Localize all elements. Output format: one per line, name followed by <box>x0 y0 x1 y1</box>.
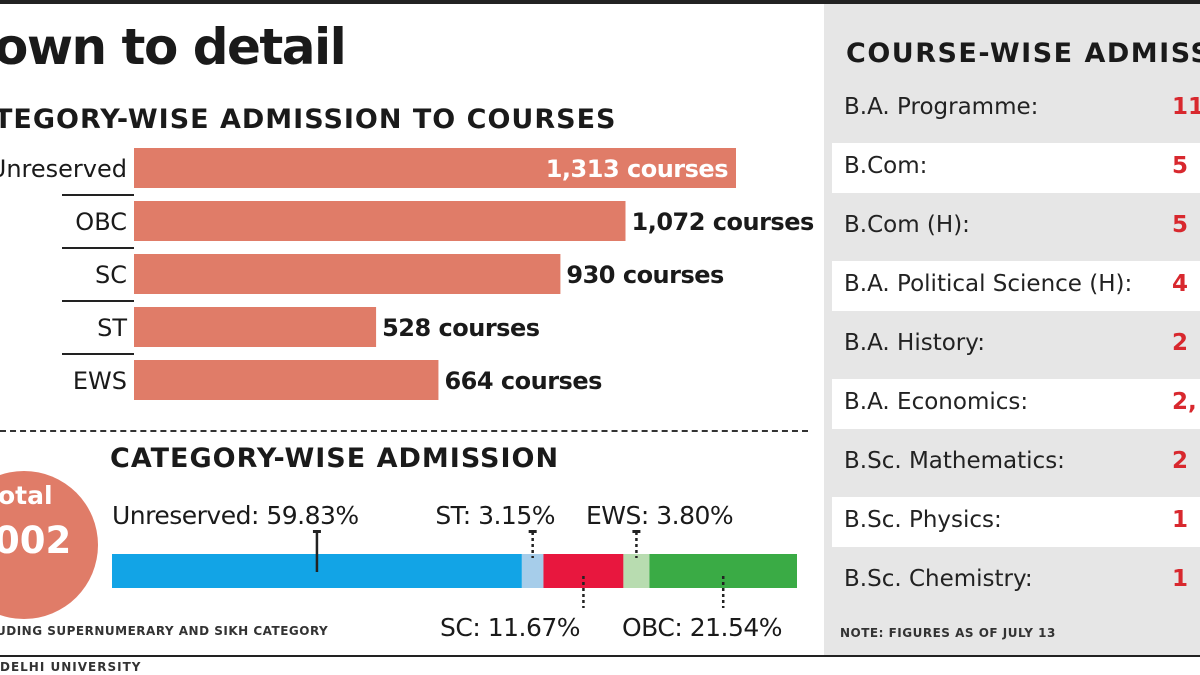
course-row: B.A. Political Science (H): 4 <box>832 261 1200 311</box>
bar-value-label: 1,313 courses <box>546 155 728 183</box>
course-row: B.Sc. Mathematics: 2 <box>832 438 1200 488</box>
course-name: B.Sc. Mathematics: <box>844 448 1065 474</box>
bar-value-label: 664 courses <box>444 367 602 395</box>
bar-value-label: 930 courses <box>566 261 724 289</box>
bar-category-label: ST <box>97 314 127 342</box>
source-credit: DELHI UNIVERSITY <box>0 660 142 674</box>
course-panel: COURSE-WISE ADMISSIO B.A. Programme:11B.… <box>824 4 1200 655</box>
total-badge: otal 002 <box>0 471 98 619</box>
bar-value-label: 528 courses <box>382 314 540 342</box>
course-row: B.A. Economics: 2, <box>832 379 1200 429</box>
total-value: 002 <box>0 519 72 562</box>
stack-segment <box>521 554 544 588</box>
course-row: B.A. Programme: 11 <box>832 84 1200 134</box>
stacked-bar-chart: Unreserved: 59.83% ST: 3.15% SC: 11.67% EWS… <box>112 501 797 642</box>
course-value: 2 <box>1172 448 1189 474</box>
bar-category-label: Unreserved <box>0 155 127 183</box>
course-row: B.Com: 5 <box>832 143 1200 193</box>
bar <box>134 148 736 188</box>
course-value: 2, <box>1172 389 1197 415</box>
course-row: B.Sc. Chemistry: 1 <box>832 556 1200 606</box>
footnote: UDING SUPERNUMERARY AND SIKH CATEGORY <box>0 624 329 638</box>
bottom-rule <box>0 655 1200 657</box>
bar-category-label: SC <box>95 261 127 289</box>
leader-tick <box>312 530 321 533</box>
course-row: B.Com (H): 5 <box>832 202 1200 252</box>
page-title: own to detail <box>0 18 347 76</box>
course-row: B.A. History: 2 <box>832 320 1200 370</box>
course-name: B.Sc. Chemistry: <box>844 566 1033 592</box>
leader-tick <box>528 530 537 533</box>
section-divider <box>0 430 808 432</box>
course-value: 5 <box>1172 153 1189 179</box>
bar <box>134 201 626 241</box>
total-label: otal <box>0 481 53 510</box>
segment-label: SC: 11.67% <box>440 613 580 642</box>
bar-chart: Unreserved 1,313 courses OBC 1,072 courses S… <box>0 148 814 400</box>
course-name: B.Sc. Physics: <box>844 507 1002 533</box>
top-rule <box>0 0 1200 4</box>
segment-label: EWS: 3.80% <box>586 501 733 530</box>
bar-category-label: EWS <box>73 367 127 395</box>
bar-value-label: 1,072 courses <box>632 208 814 236</box>
bar-category-label: OBC <box>75 208 127 236</box>
course-row: B.Sc. Physics: 1 <box>832 497 1200 547</box>
course-value: 4 <box>1172 271 1189 297</box>
course-value: 5 <box>1172 212 1189 238</box>
stack-segment <box>623 554 650 588</box>
stacked-chart-title: CATEGORY-WISE ADMISSION <box>110 443 560 474</box>
course-value: 2 <box>1172 330 1189 356</box>
course-name: B.A. Programme: <box>844 94 1039 120</box>
bar-chart-title: TEGORY-WISE ADMISSION TO COURSES <box>0 104 617 135</box>
bar <box>134 254 561 294</box>
course-name: B.A. Economics: <box>844 389 1029 415</box>
bar <box>134 360 439 400</box>
bar <box>134 307 377 347</box>
segment-label: OBC: 21.54% <box>622 613 782 642</box>
course-name: B.A. Political Science (H): <box>844 271 1133 297</box>
course-table-title: COURSE-WISE ADMISSIO <box>846 38 1200 69</box>
segment-label: ST: 3.15% <box>435 501 555 530</box>
course-value: 11 <box>1172 94 1200 120</box>
leader-tick <box>632 530 641 533</box>
course-name: B.Com (H): <box>844 212 970 238</box>
course-name: B.Com: <box>844 153 928 179</box>
course-name: B.A. History: <box>844 330 985 356</box>
segment-label: Unreserved: 59.83% <box>112 501 359 530</box>
course-note: NOTE: FIGURES AS OF JULY 13 <box>840 626 1056 640</box>
course-value: 1 <box>1172 507 1189 533</box>
course-value: 1 <box>1172 566 1189 592</box>
